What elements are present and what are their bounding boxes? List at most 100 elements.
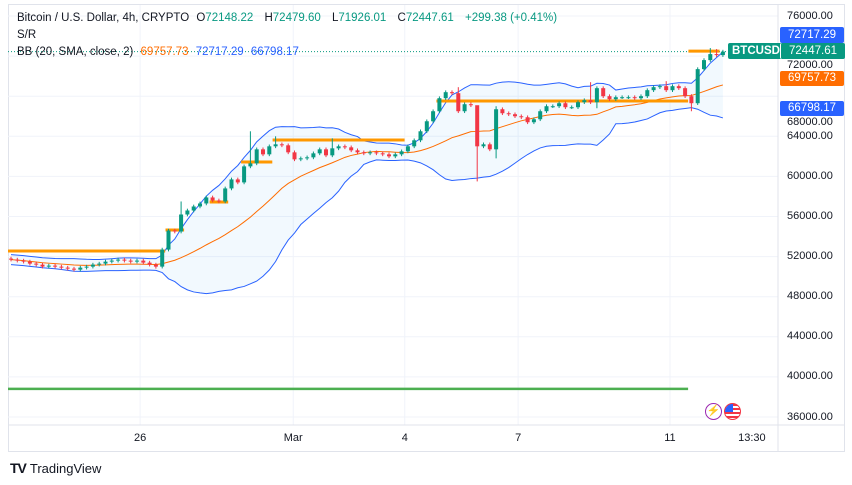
candle: [695, 67, 700, 106]
candle: [639, 94, 643, 101]
candle-body: [506, 113, 511, 115]
candle: [418, 129, 423, 143]
candle: [116, 257, 121, 263]
candle: [487, 142, 492, 152]
candle: [443, 90, 448, 101]
candle-body: [229, 179, 234, 189]
candle-body: [330, 148, 335, 156]
candle: [34, 261, 39, 267]
candle-body: [418, 131, 423, 141]
candle: [645, 88, 650, 99]
candle-body: [279, 144, 284, 146]
candle: [355, 148, 360, 155]
chart-frame: [8, 4, 845, 452]
candle: [305, 155, 310, 161]
x-tick-label: Mar: [283, 432, 303, 444]
symbol-title: Bitcoin / U.S. Dollar, 4h, CRYPTO: [17, 12, 190, 24]
candle-body: [135, 260, 139, 262]
candle: [437, 96, 442, 114]
candle: [153, 262, 158, 269]
candle: [27, 259, 32, 266]
candle: [424, 119, 429, 134]
candle: [179, 201, 184, 234]
candle-body: [40, 264, 45, 267]
candle-body: [21, 260, 26, 262]
candle: [676, 84, 681, 90]
bb-fill: [11, 51, 723, 294]
open-value: 72148.22: [205, 12, 254, 24]
candle-body: [46, 265, 51, 267]
candle-body: [324, 149, 328, 156]
y-tick-label: 72000.00: [787, 58, 833, 71]
candle: [204, 195, 209, 206]
candle-body: [639, 96, 643, 99]
candle-body: [720, 51, 725, 56]
us-flag-icon[interactable]: [724, 403, 741, 420]
candle: [702, 58, 706, 71]
candle-body: [557, 103, 562, 107]
candle-body: [235, 179, 240, 183]
candle-body: [525, 117, 530, 123]
candle: [462, 102, 467, 114]
candle-body: [494, 109, 499, 150]
candle: [317, 147, 322, 156]
candle: [563, 101, 568, 110]
candle: [569, 105, 574, 110]
candle-body: [500, 109, 505, 114]
candle-body: [273, 144, 278, 147]
ohlc-open: O72148.22: [196, 12, 257, 24]
candle: [141, 258, 146, 265]
candle-body: [204, 197, 209, 204]
candle-body: [702, 60, 706, 70]
candle-body: [689, 96, 694, 104]
candle: [544, 104, 549, 114]
candle: [342, 144, 347, 150]
candle: [412, 138, 417, 149]
candle-body: [78, 267, 83, 270]
candle-body: [651, 87, 656, 91]
candle: [626, 95, 631, 100]
candle-body: [116, 259, 121, 261]
candle-body: [141, 260, 146, 263]
candle-body: [708, 54, 713, 61]
candle-body: [286, 145, 291, 153]
candle-body: [254, 149, 259, 164]
lightning-icon[interactable]: ⚡: [705, 403, 722, 420]
brand-name: TradingView: [29, 460, 102, 476]
sr-legend[interactable]: S/R: [17, 29, 40, 41]
candle: [40, 262, 45, 269]
sr-label: S/R: [17, 29, 37, 41]
candle: [393, 152, 398, 159]
candle: [223, 186, 228, 204]
symbol-price-tag: BTCUSD: [728, 43, 784, 59]
candle-body: [336, 146, 341, 149]
candle-body: [216, 200, 221, 202]
candle: [456, 87, 461, 114]
candle-body: [582, 100, 587, 103]
candle-body: [632, 97, 637, 99]
candle-body: [191, 206, 196, 211]
candle: [185, 208, 190, 217]
candle: [235, 177, 240, 185]
candle: [210, 195, 215, 203]
y-tick-label: 44000.00: [787, 330, 833, 343]
candle-body: [676, 86, 681, 89]
bb-lower-value: 66798.17: [250, 46, 299, 58]
candle-body: [513, 114, 517, 117]
y-tick-label: 36000.00: [787, 410, 833, 423]
candle: [109, 258, 114, 264]
candle-body: [431, 111, 436, 122]
bb-legend[interactable]: BB (20, SMA, close, 2) 69757.73 72717.29…: [17, 46, 303, 58]
candle-body: [412, 140, 417, 147]
candle: [550, 104, 555, 109]
candle: [330, 138, 335, 158]
candle: [78, 265, 83, 272]
tradingview-brand[interactable]: TV TradingView: [10, 460, 101, 476]
candle-body: [210, 197, 215, 201]
candle-body: [179, 214, 184, 232]
change-value: +299.38 (+0.41%): [465, 12, 558, 24]
candle: [254, 147, 259, 166]
candle-body: [153, 264, 158, 267]
candle: [97, 261, 102, 267]
